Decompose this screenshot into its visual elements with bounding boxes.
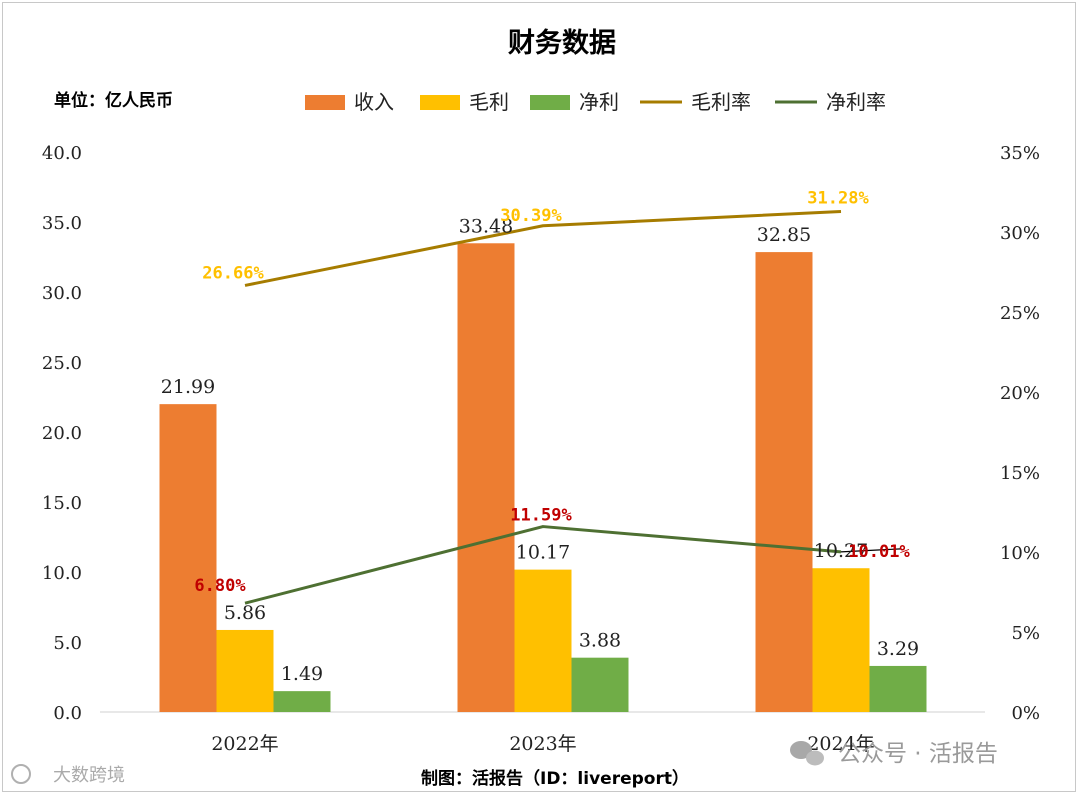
- line-value-label: 30.39%: [500, 206, 562, 226]
- watermark-text: 公众号 · 活报告: [838, 741, 998, 767]
- bar-value-label: 3.88: [579, 630, 621, 652]
- bar-value-label: 21.99: [161, 376, 215, 398]
- legend-label: 净利: [579, 90, 619, 114]
- left-tick-label: 30.0: [42, 283, 82, 304]
- right-axis: 0% 5% 10% 15% 20% 25% 30% 35%: [1000, 143, 1040, 724]
- bar-value-label: 3.29: [877, 638, 919, 660]
- bar-value-label: 32.85: [757, 224, 811, 246]
- right-tick-label: 20%: [1000, 383, 1040, 404]
- line-series: [244, 210, 902, 605]
- left-tick-label: 0.0: [53, 703, 82, 724]
- left-tick-label: 40.0: [42, 143, 82, 164]
- unit-label: 单位：亿人民币: [54, 90, 173, 111]
- line-value-label: 11.59%: [510, 506, 572, 526]
- right-tick-label: 0%: [1011, 703, 1040, 724]
- bar-净利: [571, 657, 629, 712]
- legend-swatch-净利: [530, 95, 570, 110]
- category-labels: 2022年 2023年 2024年: [211, 733, 874, 755]
- right-tick-label: 15%: [1000, 463, 1040, 484]
- left-axis: 0.0 5.0 10.0 15.0 20.0 25.0 30.0 35.0 40.0: [42, 143, 82, 724]
- chart-title: 财务数据: [508, 28, 616, 59]
- right-tick-label: 30%: [1000, 223, 1040, 244]
- category-label: 2024年: [807, 733, 874, 755]
- right-tick-label: 25%: [1000, 303, 1040, 324]
- right-tick-label: 5%: [1011, 623, 1040, 644]
- bar-收入: [457, 243, 515, 712]
- legend-label: 净利率: [826, 90, 886, 114]
- category-label: 2022年: [211, 733, 278, 755]
- wechat-icon: [790, 741, 824, 766]
- category-label: 2023年: [509, 733, 576, 755]
- bar-value-label: 5.86: [224, 602, 266, 624]
- line-value-label: 31.28%: [807, 189, 869, 209]
- bar-毛利: [514, 569, 572, 712]
- right-tick-label: 10%: [1000, 543, 1040, 564]
- bar-净利: [273, 691, 331, 712]
- data-labels: 21.99 33.48 32.85 5.86 10.17 10.27 1.49 3.88 3.2…: [161, 189, 919, 686]
- left-tick-label: 20.0: [42, 423, 82, 444]
- left-tick-label: 25.0: [42, 353, 82, 374]
- legend: 收入 毛利 净利 毛利率 净利率: [305, 90, 886, 114]
- label-leader-line: [840, 548, 902, 553]
- bar-value-label: 10.17: [516, 542, 570, 564]
- bar-收入: [159, 404, 217, 712]
- legend-swatch-毛利: [420, 95, 460, 110]
- bar-毛利: [812, 568, 870, 712]
- legend-label: 收入: [354, 90, 394, 114]
- left-tick-label: 10.0: [42, 563, 82, 584]
- watermark-left: 大数跨境: [11, 764, 125, 786]
- bar-净利: [869, 665, 927, 712]
- bar-value-label: 33.48: [459, 215, 513, 237]
- line-value-label: 10.01%: [848, 542, 910, 562]
- bar-value-label: 1.49: [281, 663, 323, 685]
- left-tick-label: 5.0: [53, 633, 82, 654]
- left-tick-label: 15.0: [42, 493, 82, 514]
- right-tick-label: 35%: [1000, 143, 1040, 164]
- legend-label: 毛利率: [691, 90, 751, 114]
- line-value-label: 6.80%: [194, 576, 246, 596]
- credit-text: 制图：活报告（ID：livereport）: [421, 768, 689, 789]
- legend-swatch-收入: [305, 95, 345, 110]
- left-tick-label: 35.0: [42, 213, 82, 234]
- watermark-left-text: 大数跨境: [53, 765, 125, 786]
- watermark-right: 公众号 · 活报告: [790, 741, 998, 767]
- bar-毛利: [216, 629, 274, 712]
- bar-series: [159, 243, 927, 712]
- legend-label: 毛利: [469, 90, 509, 114]
- bar-收入: [755, 252, 813, 712]
- bar-value-label: 10.27: [814, 540, 868, 562]
- logo-icon: [11, 764, 31, 784]
- line-value-label: 26.66%: [202, 263, 264, 283]
